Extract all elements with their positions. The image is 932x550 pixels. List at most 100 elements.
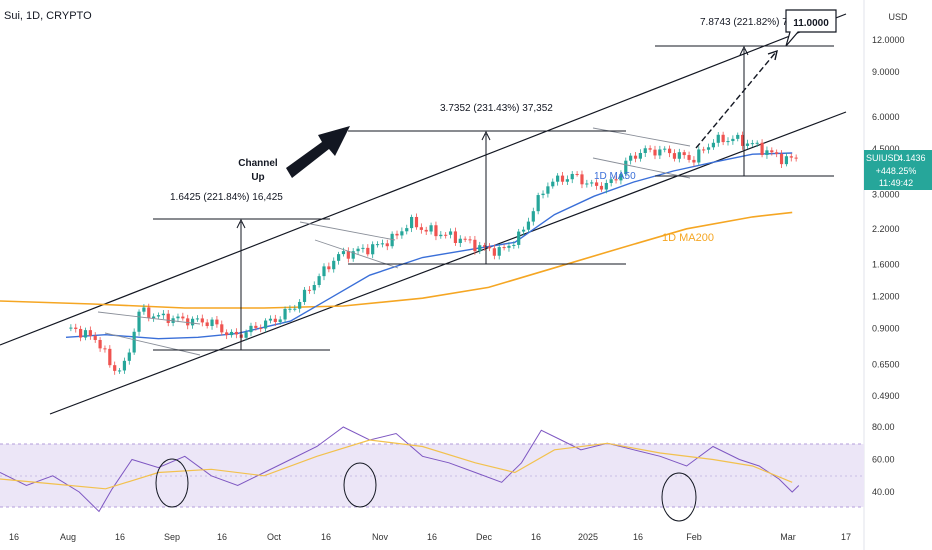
candle-body xyxy=(254,325,258,328)
candle-body xyxy=(186,318,190,326)
candle xyxy=(132,328,136,355)
target-value: 11.0000 xyxy=(793,18,829,29)
candle xyxy=(736,132,740,142)
candle-body xyxy=(117,370,122,372)
channel-upper-line[interactable] xyxy=(0,13,847,346)
candle xyxy=(312,281,316,295)
candle xyxy=(517,228,521,249)
channel-lower-line[interactable] xyxy=(49,111,847,415)
candle-body xyxy=(789,156,793,158)
candle xyxy=(575,171,579,177)
rsi-ma-line xyxy=(0,439,793,490)
candle-body xyxy=(726,141,730,143)
candle xyxy=(677,148,681,163)
candle xyxy=(79,325,83,342)
candle-body xyxy=(288,308,292,310)
candle-body xyxy=(667,148,672,154)
candle-body xyxy=(677,152,681,159)
candle-body xyxy=(487,246,492,249)
candle-body xyxy=(706,147,711,150)
y-tick-label: 3.0000 xyxy=(872,189,900,199)
candle xyxy=(731,135,735,145)
candle-body xyxy=(556,175,560,182)
candle xyxy=(259,324,263,333)
candle xyxy=(629,153,633,165)
measure3-label: 7.8743 (221.82%) 78,743 xyxy=(700,17,813,28)
candle xyxy=(268,315,273,324)
trend-arrow xyxy=(286,126,350,178)
candle-body xyxy=(356,248,360,252)
candle-body xyxy=(268,318,273,321)
candle xyxy=(419,223,423,234)
candle xyxy=(653,145,657,160)
candle-body xyxy=(570,173,574,180)
candle-body xyxy=(512,244,516,246)
x-tick-label: 16 xyxy=(9,532,19,542)
candle-body xyxy=(731,138,735,142)
candle-body xyxy=(687,155,691,160)
candle-body xyxy=(755,142,759,144)
rsi-tick-label: 80.00 xyxy=(872,422,895,432)
candle xyxy=(380,239,385,248)
candle xyxy=(604,179,608,194)
candle-body xyxy=(784,156,789,165)
candle-body xyxy=(263,320,268,329)
candle-body xyxy=(624,160,628,175)
candle-body xyxy=(697,149,701,163)
candle-body xyxy=(74,327,78,329)
candle-body xyxy=(176,316,180,319)
candle xyxy=(69,324,73,332)
candle-body xyxy=(463,238,467,240)
y-tick-label: 6.0000 xyxy=(872,112,900,122)
candle xyxy=(468,236,472,244)
candle xyxy=(716,132,720,147)
candle-body xyxy=(473,239,477,252)
candle xyxy=(395,230,399,240)
y-tick-label: 0.9000 xyxy=(872,323,900,333)
candle xyxy=(570,171,574,184)
candle xyxy=(565,175,569,186)
candle-body xyxy=(580,174,584,185)
candle-body xyxy=(770,150,774,153)
candle xyxy=(687,151,691,163)
candle-body xyxy=(79,328,83,338)
flag-patterns xyxy=(97,127,691,356)
candle-body xyxy=(648,148,652,150)
candle-body xyxy=(594,182,599,186)
candle-body xyxy=(137,311,141,332)
candle-body xyxy=(307,289,311,291)
x-tick-label: Nov xyxy=(372,532,389,542)
candle-body xyxy=(546,186,550,194)
candle xyxy=(526,217,531,233)
y-tick-label: 2.2000 xyxy=(872,224,900,234)
candle xyxy=(336,251,341,265)
candle-body xyxy=(741,134,745,146)
candle xyxy=(448,228,453,239)
candle xyxy=(327,262,331,273)
candle xyxy=(220,320,224,336)
candle xyxy=(580,170,584,189)
rsi-tick-label: 40.00 xyxy=(872,487,895,497)
candle-body xyxy=(448,231,453,235)
candle-body xyxy=(273,318,277,322)
candle-body xyxy=(419,227,423,230)
candle-body xyxy=(551,181,555,187)
candle-body xyxy=(181,316,185,319)
candle xyxy=(424,226,428,235)
candle xyxy=(750,139,754,147)
candle xyxy=(439,231,443,239)
candle-body xyxy=(468,239,472,241)
candle xyxy=(83,327,88,341)
ma200-line xyxy=(0,211,793,309)
candle xyxy=(741,131,745,150)
y-tick-label: 9.0000 xyxy=(872,67,900,77)
target-callout[interactable]: 11.0000 xyxy=(785,9,837,47)
candle xyxy=(546,182,550,198)
candle-body xyxy=(629,155,633,161)
candle xyxy=(648,145,652,153)
candle xyxy=(249,322,253,337)
candle xyxy=(263,318,268,333)
candle xyxy=(458,235,462,247)
measure2-label: 3.7352 (231.43%) 37,352 xyxy=(440,103,553,114)
